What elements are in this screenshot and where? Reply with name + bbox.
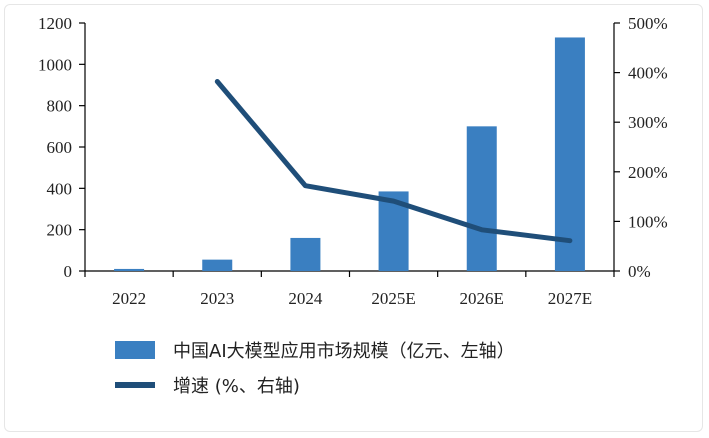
bar xyxy=(114,268,145,271)
left-axis-tick-label: 400 xyxy=(47,179,73,198)
legend-bar-label: 中国AI大模型应用市场规模（亿元、左轴） xyxy=(173,341,515,362)
growth-line xyxy=(214,79,573,244)
x-axis-tick-label: 2022 xyxy=(112,289,146,308)
bar xyxy=(554,37,585,271)
right-axis-tick-label: 500% xyxy=(628,14,668,33)
x-axis-tick-label: 2024 xyxy=(288,289,323,308)
right-axis-tick-label: 100% xyxy=(628,212,668,231)
line-series xyxy=(214,79,573,244)
legend: 中国AI大模型应用市场规模（亿元、左轴） 增速 (%、右轴) xyxy=(115,341,515,397)
bar xyxy=(290,237,321,271)
x-axis-tick-label: 2026E xyxy=(460,289,504,308)
x-axis: 2022 2023 2024 2025E 2026E 2027E xyxy=(84,270,615,308)
right-axis: 0% 100% 200% 300% 400% 500% xyxy=(613,14,668,281)
left-axis-tick-label: 200 xyxy=(47,221,73,240)
bar xyxy=(202,259,233,271)
legend-line-label: 增速 (%、右轴) xyxy=(173,376,300,397)
right-axis-tick-label: 400% xyxy=(628,64,668,83)
chart-frame xyxy=(4,4,703,432)
x-axis-tick-label: 2025E xyxy=(371,289,415,308)
left-axis-tick-label: 1000 xyxy=(38,55,72,74)
bar-series xyxy=(114,37,585,271)
left-axis-tick-label: 1200 xyxy=(38,14,72,33)
right-axis-tick-label: 300% xyxy=(628,113,668,132)
left-axis: 0 200 400 600 800 1000 1200 xyxy=(38,14,86,281)
x-axis-tick-label: 2027E xyxy=(548,289,592,308)
right-axis-tick-label: 0% xyxy=(628,262,651,281)
left-axis-tick-label: 0 xyxy=(64,262,73,281)
right-axis-tick-label: 200% xyxy=(628,163,668,182)
bar xyxy=(466,126,497,271)
legend-bar-swatch xyxy=(115,341,155,359)
x-axis-tick-label: 2023 xyxy=(200,289,234,308)
left-axis-tick-label: 800 xyxy=(47,97,73,116)
left-axis-tick-label: 600 xyxy=(47,138,73,157)
